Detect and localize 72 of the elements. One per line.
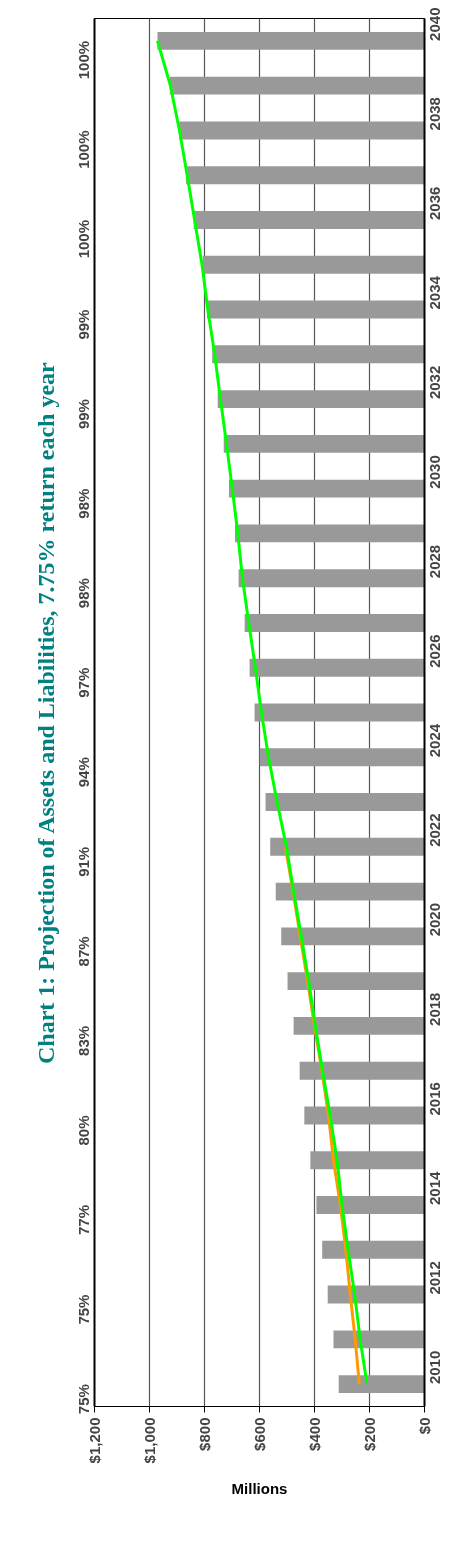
bar	[299, 1061, 425, 1080]
text: 94%	[75, 757, 92, 788]
bar	[157, 31, 425, 50]
text: 75%	[75, 1294, 92, 1325]
text: 98%	[75, 578, 92, 609]
y-tick-label: 2010	[426, 1350, 444, 1385]
bar	[333, 1330, 425, 1349]
text: 80%	[75, 1115, 92, 1146]
x-tick-label: $0	[416, 1417, 433, 1435]
bar	[202, 255, 425, 274]
x-tick-label: $1,200	[86, 1417, 103, 1464]
text: Chart 1: Projection of Assets and Liabilities, 7.75% return each year	[32, 361, 59, 1065]
bar	[223, 434, 425, 453]
y-tick-label: 2016	[426, 1082, 444, 1116]
x-tick-label: $600	[251, 1417, 268, 1451]
bar	[249, 658, 425, 677]
bar	[338, 1375, 425, 1394]
text: 83%	[75, 1025, 92, 1056]
x-tick-label: $200	[361, 1417, 378, 1451]
bar	[186, 166, 425, 185]
y-tick-label: 2012	[426, 1261, 444, 1295]
bar	[238, 569, 425, 588]
y-tick-label: 2036	[426, 186, 444, 220]
bar	[179, 121, 425, 140]
text: 99%	[75, 309, 92, 340]
text: 100%	[75, 130, 92, 169]
bar	[212, 345, 425, 364]
y-tick-label: 2020	[426, 903, 444, 937]
bar	[206, 300, 425, 319]
bar	[169, 76, 425, 95]
bar	[259, 748, 425, 767]
bar	[193, 211, 425, 229]
y-tick-label: 2038	[426, 97, 444, 131]
bar	[310, 1151, 425, 1170]
y-tick-label: 2022	[426, 813, 444, 847]
y-tick-label: 2018	[426, 992, 444, 1026]
y-tick-label: 2026	[426, 634, 444, 668]
bar	[281, 927, 425, 946]
bar	[304, 1106, 425, 1125]
x-tick-label: $400	[306, 1417, 323, 1451]
bar	[327, 1285, 425, 1304]
y-tick-label: 2040	[426, 7, 444, 41]
y-tick-label: 2030	[426, 455, 444, 489]
x-tick-label: $800	[196, 1417, 213, 1451]
bar	[254, 703, 425, 722]
y-tick-label: 2014	[426, 1170, 444, 1206]
y-tick-label: 2032	[426, 365, 444, 400]
bar	[270, 837, 425, 856]
y-tick-label: 2034	[426, 275, 444, 310]
y-tick-label: 2024	[426, 723, 444, 758]
bar	[287, 972, 425, 991]
text: 98%	[75, 488, 92, 519]
text: 100%	[75, 219, 92, 259]
text: 87%	[75, 936, 92, 967]
x-axis-title: Millions	[231, 1480, 288, 1498]
text: 99%	[75, 399, 92, 430]
text: 75%	[75, 1384, 92, 1415]
bar	[322, 1240, 425, 1259]
bar	[244, 614, 425, 632]
x-tick-label: $1,000	[141, 1417, 158, 1464]
text: 97%	[75, 667, 92, 698]
y-tick-label: 2028	[426, 544, 444, 579]
bar	[265, 793, 425, 811]
text: 77%	[75, 1205, 92, 1236]
bar	[217, 390, 425, 409]
text: 100%	[75, 40, 92, 80]
bar	[316, 1196, 425, 1214]
bar	[293, 1016, 425, 1035]
bar	[228, 479, 425, 498]
text: 91%	[75, 846, 92, 877]
bar	[235, 524, 425, 543]
bar	[275, 882, 425, 901]
